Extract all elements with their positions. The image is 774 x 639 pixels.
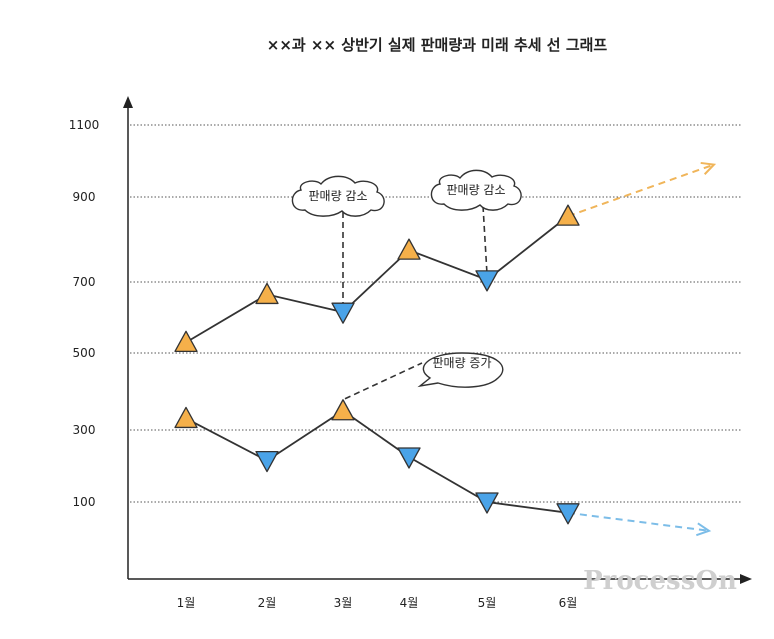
data-point [397,238,421,260]
callout-connector [482,205,488,274]
callout-connector [344,362,423,400]
series-line [185,215,569,344]
callout-label: 판매량 감소 [446,183,505,197]
axes [123,96,752,584]
y-tick-label: 900 [73,190,96,204]
callout-connectors [342,205,488,400]
y-axis-arrow [123,96,133,108]
x-tick-label: 3월 [334,596,353,610]
y-tick-label: 500 [73,346,96,360]
trend-line [567,511,710,532]
trend-line [567,163,715,218]
x-tick-label: 6월 [559,596,578,610]
x-tick-label: 1월 [177,596,196,610]
series-line [185,409,569,514]
x-axis-arrow [740,574,752,584]
grid [130,124,742,503]
data-point [331,302,355,324]
data-point [397,447,421,469]
y-tick-label: 700 [73,275,96,289]
x-axis-ticks: 1월 2월 3월 4월 5월 6월 [177,596,578,610]
data-point [174,330,198,353]
data-point [556,503,580,525]
data-point [556,204,580,226]
y-tick-label: 1100 [69,118,100,132]
x-tick-label: 5월 [478,596,497,610]
data-point [331,399,355,421]
trend-arrowhead [696,522,712,537]
callout-label: 판매량 감소 [308,189,367,203]
data-point [255,450,279,473]
watermark: ProcessOn [583,566,737,596]
callout-cloud [291,175,385,217]
data-point [475,270,499,292]
series-markers [174,204,580,525]
y-tick-label: 300 [73,423,96,437]
data-point [174,406,198,429]
callout-label: 판매량 증가 [432,356,491,370]
chart-title: ××과 ×× 상반기 실제 판매량과 미래 추세 선 그래프 [267,36,608,54]
callout-cloud [430,169,522,211]
data-point [255,282,279,305]
trend-lines [567,161,717,537]
callout-bubble [417,352,504,388]
data-point [475,492,499,514]
x-tick-label: 2월 [258,596,277,610]
series-lines [185,215,569,514]
trend-arrowhead [700,161,717,175]
y-tick-label: 100 [73,495,96,509]
y-axis-ticks: 100 300 500 700 900 1100 [69,118,100,509]
x-tick-label: 4월 [400,596,419,610]
